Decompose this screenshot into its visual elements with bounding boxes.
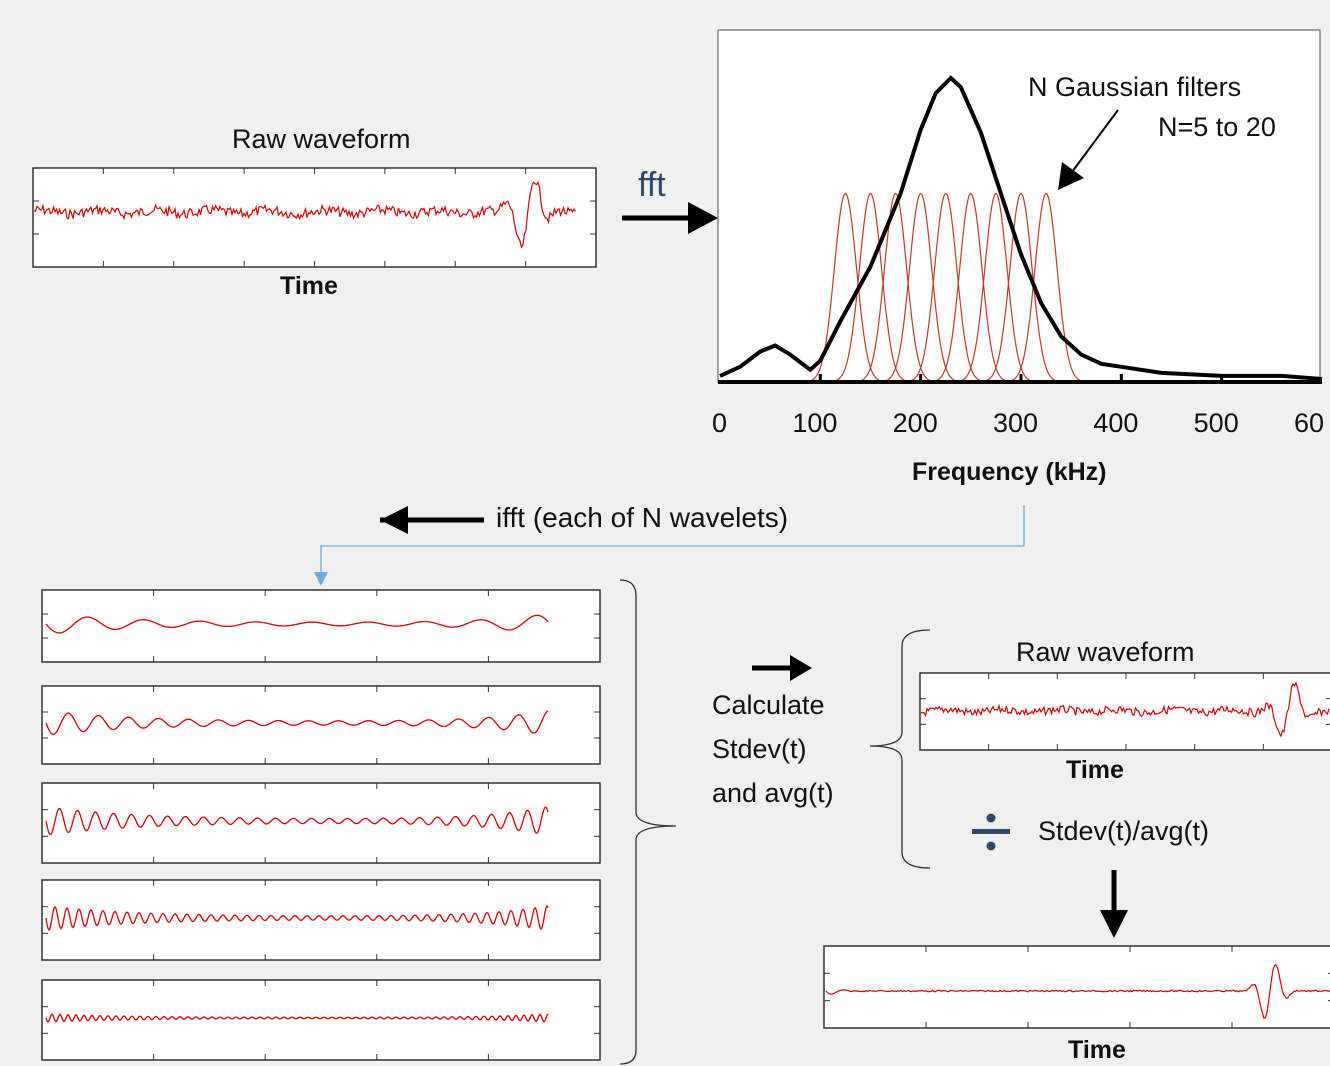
annotation-pointer-line <box>1071 109 1119 173</box>
gaussian-filter-5 <box>905 192 986 383</box>
calculate-arrow <box>752 655 812 681</box>
calculate-line2: Stdev(t) <box>712 734 807 764</box>
result-xlabel: Time <box>1068 1036 1126 1064</box>
wavelet-signal-1 <box>45 614 549 634</box>
wavelet-panel-4 <box>41 879 601 961</box>
calculate-line3: and avg(t) <box>712 778 834 808</box>
wavelet-signal-2 <box>45 710 549 736</box>
ifft-connector <box>314 505 1025 586</box>
gaussian-filter-6 <box>930 192 1012 383</box>
spectrum-curve <box>719 75 1323 381</box>
gaussian-filter-2 <box>830 192 911 383</box>
spectrum-xlabel: Frequency (kHz) <box>912 458 1107 486</box>
annotation-pointer-head <box>1058 162 1084 190</box>
raw-waveform-2-xlabel: Time <box>1066 756 1124 784</box>
wavelet-panels <box>41 589 601 1061</box>
raw-waveform-xlabel: Time <box>280 272 338 300</box>
right-group-brace <box>869 629 931 869</box>
filters-annotation-line2: N=5 to 20 <box>1158 112 1276 142</box>
raw-waveform-panel <box>32 167 597 268</box>
raw-waveform-2-title: Raw waveform <box>1016 637 1195 667</box>
spectrum-tick-label: 400 <box>1093 408 1139 438</box>
down-arrow <box>1100 870 1128 938</box>
wavelet-panel-1 <box>41 589 601 663</box>
gaussian-filter-4 <box>880 192 961 383</box>
gaussian-filter-3 <box>855 192 936 383</box>
wavelet-signal-5 <box>45 1013 549 1024</box>
gaussian-filter-9 <box>1005 192 1087 383</box>
spectrum-tick-label: 100 <box>792 408 838 438</box>
raw-waveform-2-signal <box>920 681 1330 738</box>
spectrum-panel <box>717 29 1323 384</box>
gaussian-filter-7 <box>955 192 1037 383</box>
wavelet-signal-3 <box>45 806 549 836</box>
fft-arrow <box>622 202 718 234</box>
wavelet-signal-4 <box>45 904 549 932</box>
fft-label: fft <box>638 166 666 204</box>
result-panel <box>823 945 1330 1029</box>
ifft-label: ifft (each of N wavelets) <box>496 502 789 533</box>
wavelets-brace <box>619 579 677 1065</box>
gaussian-filters <box>805 192 1087 383</box>
calculate-line1: Calculate <box>712 690 825 720</box>
raw-waveform-panel-2 <box>919 672 1330 751</box>
spectrum-tick-label: 200 <box>892 408 938 438</box>
spectrum-tick-label: 0 <box>712 408 728 438</box>
filters-annotation-line1: N Gaussian filters <box>1028 72 1242 102</box>
result-signal <box>825 963 1330 1019</box>
divide-icon <box>972 813 1010 851</box>
spectrum-tick-label: 300 <box>993 408 1039 438</box>
spectrum-tick-label: 500 <box>1193 408 1239 438</box>
gaussian-filter-8 <box>980 192 1062 383</box>
raw-waveform-title: Raw waveform <box>232 124 411 154</box>
raw-waveform-signal <box>33 180 576 249</box>
gaussian-filter-1 <box>805 192 886 383</box>
divide-label: Stdev(t)/avg(t) <box>1038 816 1210 846</box>
wavelet-panel-5 <box>41 979 601 1061</box>
spectrum-tick-label: 60 <box>1294 408 1325 438</box>
